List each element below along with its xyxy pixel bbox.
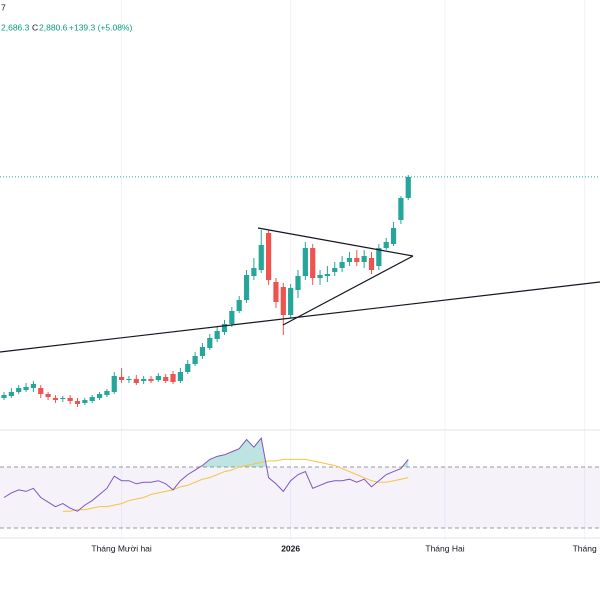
candle-body <box>96 394 103 398</box>
rsi-band <box>0 467 600 528</box>
candle-body <box>280 287 286 315</box>
candle-body <box>288 288 294 315</box>
candle-body <box>324 274 330 276</box>
candle-body <box>273 282 279 302</box>
candle-body <box>119 377 125 380</box>
candle-body <box>354 258 360 262</box>
candle-body <box>74 401 81 404</box>
candle-body <box>177 372 183 381</box>
trend-line <box>0 281 600 353</box>
triangle-upper <box>257 227 414 257</box>
candle-body <box>1 395 7 398</box>
x-tick-label: Tháng Mười hai <box>91 543 152 553</box>
candle-body <box>207 338 213 348</box>
candle-body <box>390 228 397 244</box>
candle-body <box>376 248 382 266</box>
candle-body <box>67 398 73 401</box>
triangle-lower <box>282 255 414 326</box>
candle-body <box>155 376 161 380</box>
candle-body <box>199 347 206 356</box>
candle-body <box>60 398 66 399</box>
close-label: C <box>32 22 38 32</box>
candle-body <box>221 324 228 332</box>
candle-body <box>339 262 345 268</box>
rsi-line <box>3 436 409 512</box>
candle-body <box>82 400 88 403</box>
candle-body <box>317 275 323 278</box>
candle-body <box>141 379 147 381</box>
candle-body <box>111 376 117 392</box>
candle-body <box>30 384 36 388</box>
candle-body <box>346 258 353 262</box>
rsi-ma-line <box>62 458 409 512</box>
change-value: +139.3 (+5.08%) <box>69 22 132 32</box>
candle-body <box>310 248 316 278</box>
candle-body <box>23 387 29 390</box>
candle-body <box>243 275 250 300</box>
candle-body <box>361 256 367 262</box>
candle-body <box>126 379 132 380</box>
candle-body <box>170 374 176 382</box>
candle-body <box>192 356 198 364</box>
candle-body <box>266 233 272 280</box>
candle-body <box>214 331 220 339</box>
candle-body <box>8 392 14 396</box>
low-value: 2,686.3 <box>1 22 30 32</box>
candle-body <box>89 397 95 401</box>
x-tick-label: Tháng <box>573 543 597 553</box>
candle-body <box>229 311 235 324</box>
symbol-fragment: 7 <box>1 2 6 12</box>
candle-body <box>258 245 264 270</box>
candle-body <box>383 242 389 248</box>
x-tick-label: 2026 <box>281 543 300 553</box>
x-tick-label: Tháng Hai <box>425 543 464 553</box>
candle-body <box>185 364 191 372</box>
candle-body <box>405 176 411 198</box>
candle-body <box>38 388 44 394</box>
candle-body <box>163 377 169 381</box>
candle-body <box>148 379 154 381</box>
candle-body <box>302 248 308 276</box>
candle-body <box>52 398 59 400</box>
candle-body <box>398 198 404 220</box>
candle-body <box>236 300 242 311</box>
candle-body <box>332 268 338 272</box>
candle-body <box>368 258 375 270</box>
candle-body <box>16 388 22 392</box>
candle-body <box>251 268 257 276</box>
close-value: 2,880.6 <box>39 22 68 32</box>
candle-body <box>295 276 301 290</box>
candle-body <box>133 379 139 383</box>
candle-body <box>104 391 110 395</box>
candle-body <box>45 394 51 397</box>
